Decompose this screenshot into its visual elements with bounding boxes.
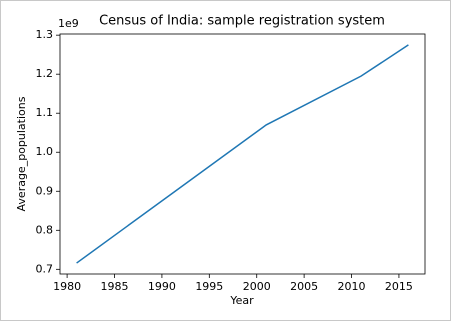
line-series (76, 44, 409, 264)
x-tick-label: 2000 (243, 280, 271, 293)
x-tick-label: 1985 (101, 280, 129, 293)
y-tick-label: 1.3 (36, 28, 54, 41)
x-tick-label: 2015 (385, 280, 413, 293)
y-tick-label: 0.9 (36, 184, 54, 197)
y-tick-label: 1.2 (36, 67, 54, 80)
y-tick-label: 0.7 (36, 262, 54, 275)
y-offset-label: 1e9 (58, 17, 79, 30)
x-tick-label: 1995 (195, 280, 223, 293)
x-axis-label: Year (229, 294, 254, 307)
x-tick-label: 1990 (148, 280, 176, 293)
y-tick-label: 0.8 (36, 223, 54, 236)
y-tick-label: 1.1 (36, 106, 54, 119)
plot-area (59, 33, 426, 275)
chart-title: Census of India: sample registration sys… (99, 14, 385, 29)
x-tick-label: 1980 (53, 280, 81, 293)
x-tick-label: 2010 (338, 280, 366, 293)
y-axis-label: Average_populations (15, 96, 28, 211)
y-tick-label: 1.0 (36, 145, 54, 158)
x-tick-label: 2005 (290, 280, 318, 293)
